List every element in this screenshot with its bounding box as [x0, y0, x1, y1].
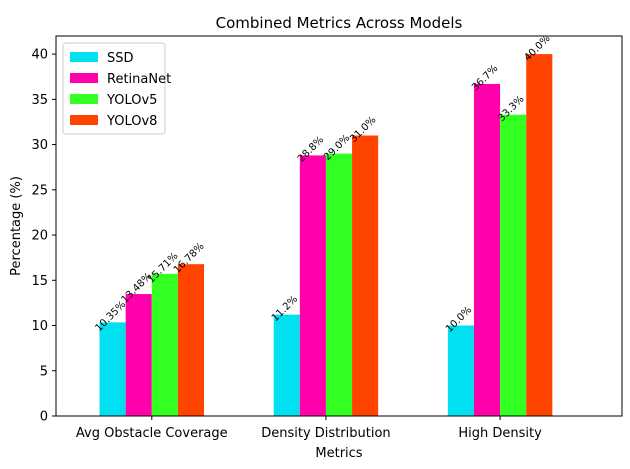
x-tick-label: Avg Obstacle Coverage — [76, 426, 228, 441]
y-axis-label: Percentage (%) — [9, 176, 24, 276]
legend-label-yolov5: YOLOv5 — [106, 93, 157, 108]
bar-yolov5-1 — [325, 153, 353, 416]
legend-swatch-retinanet — [70, 73, 98, 83]
x-tick-label: High Density — [458, 426, 542, 441]
y-tick-label: 10 — [31, 319, 48, 334]
legend-label-retinanet: RetinaNet — [107, 72, 171, 87]
legend-label-yolov8: YOLOv8 — [106, 114, 157, 129]
bar-retinanet-0 — [125, 294, 152, 416]
bars-layer — [99, 54, 553, 416]
y-tick-label: 15 — [31, 274, 48, 289]
bar-yolov8-2 — [526, 54, 553, 416]
y-tick-label: 40 — [31, 48, 48, 63]
legend-swatch-yolov5 — [70, 94, 98, 104]
x-axis-label: Metrics — [315, 446, 362, 461]
axes-layer: 0 5 10 15 20 25 30 35 40 Avg Obstacle Coverage Den… — [31, 35, 623, 441]
legend-swatch-ssd — [70, 52, 98, 62]
bar-retinanet-2 — [473, 83, 501, 416]
chart-title: Combined Metrics Across Models — [216, 14, 463, 32]
bar-ssd-2 — [447, 325, 474, 416]
y-tick-label: 20 — [31, 229, 48, 244]
bar-yolov8-0 — [177, 264, 205, 416]
bar-ssd-1 — [273, 314, 300, 416]
y-tick-label: 5 — [40, 364, 48, 379]
bar-retinanet-1 — [299, 155, 326, 416]
y-tick-label: 25 — [31, 183, 48, 198]
bar-yolov8-1 — [352, 135, 379, 416]
legend-label-ssd: SSD — [107, 51, 134, 66]
x-tick-label: Density Distribution — [261, 426, 390, 441]
y-tick-label: 35 — [31, 93, 48, 108]
bar-ssd-0 — [99, 322, 126, 416]
y-tick-label: 30 — [31, 138, 48, 153]
legend: SSD RetinaNet YOLOv5 YOLOv8 — [62, 42, 171, 135]
bar-yolov5-2 — [500, 114, 527, 416]
legend-frame — [62, 42, 166, 135]
y-tick-label: 0 — [40, 410, 48, 425]
legend-swatch-yolov8 — [70, 115, 98, 125]
plot-frame — [55, 35, 623, 417]
bar-yolov5-0 — [151, 273, 178, 416]
